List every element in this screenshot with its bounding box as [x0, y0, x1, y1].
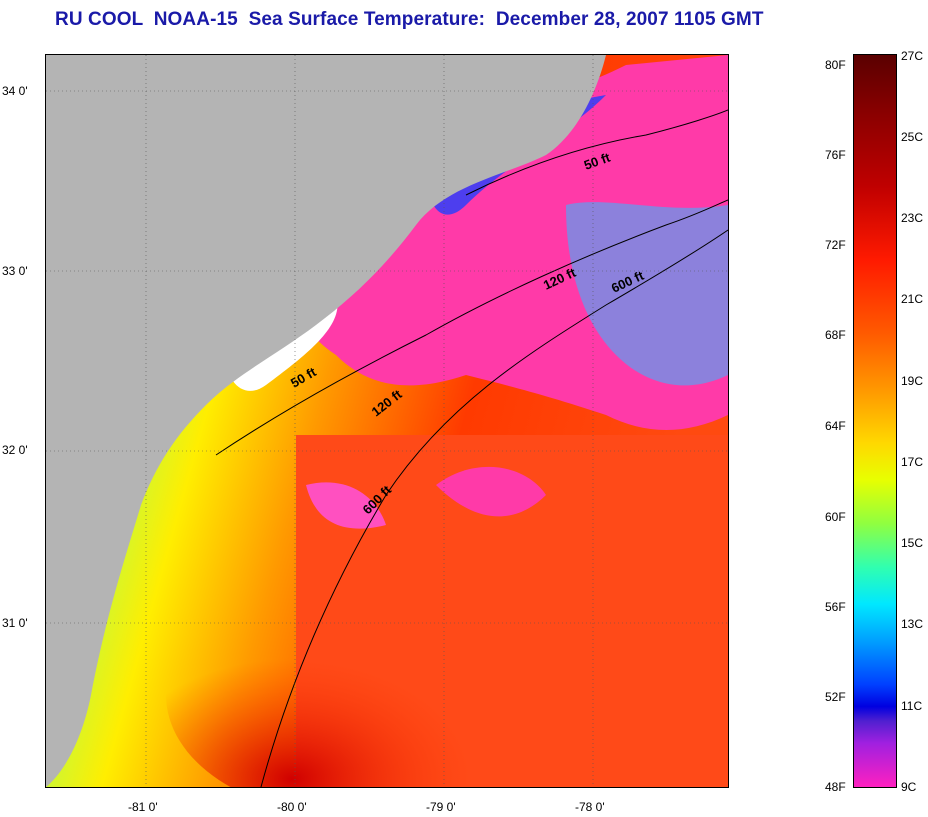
lon-label: -81 0' [128, 800, 158, 814]
colorbar-f-label: 76F [825, 148, 846, 162]
cold-eddy [436, 466, 546, 517]
cold-eddy-2 [306, 482, 386, 529]
gulf-stream-core [166, 575, 526, 787]
colorbar-f-label: 48F [825, 780, 846, 794]
colorbar-f-label: 72F [825, 238, 846, 252]
colorbar-c-label: 21C [901, 292, 924, 306]
land-mass [46, 55, 606, 787]
colorbar-f-label: 52F [825, 690, 846, 704]
lat-label: 33 0' [2, 264, 28, 278]
colorbar-f-label: 64F [825, 419, 846, 433]
colorbar-c-label: 17C [901, 455, 924, 469]
colorbar-c-label: 11C [901, 699, 923, 713]
sst-map: 50 ft 120 ft 600 ft 50 ft 120 ft 600 ft [45, 54, 729, 788]
colorbar-c-label: 27C [901, 49, 924, 63]
isobath-50ft-north [465, 109, 728, 196]
colorbar-f-label: 80F [825, 58, 846, 72]
isobath-600ft [260, 229, 728, 787]
lon-label: -79 0' [426, 800, 456, 814]
colorbar-f-label: 68F [825, 328, 846, 342]
sst-image: 50 ft 120 ft 600 ft 50 ft 120 ft 600 ft [46, 55, 728, 787]
colorbar-c-label: 25C [901, 130, 924, 144]
lon-label: -80 0' [277, 800, 307, 814]
colorbar-f-label: 56F [825, 600, 846, 614]
lon-label: -78 0' [575, 800, 605, 814]
colorbar-c-label: 15C [901, 536, 924, 550]
lat-label: 31 0' [2, 616, 28, 630]
lat-label: 34 0' [2, 84, 28, 98]
temperature-colorbar [853, 54, 897, 788]
isobath-120ft [215, 199, 728, 456]
colorbar-c-label: 23C [901, 211, 924, 225]
colorbar-c-label: 9C [901, 780, 917, 794]
lat-label: 32 0' [2, 443, 28, 457]
colorbar-c-label: 19C [901, 374, 924, 388]
graticule [46, 55, 728, 787]
colorbar-c-label: 13C [901, 617, 924, 631]
colorbar-f-label: 60F [825, 510, 846, 524]
map-title: RU COOL NOAA-15 Sea Surface Temperature:… [55, 9, 764, 30]
